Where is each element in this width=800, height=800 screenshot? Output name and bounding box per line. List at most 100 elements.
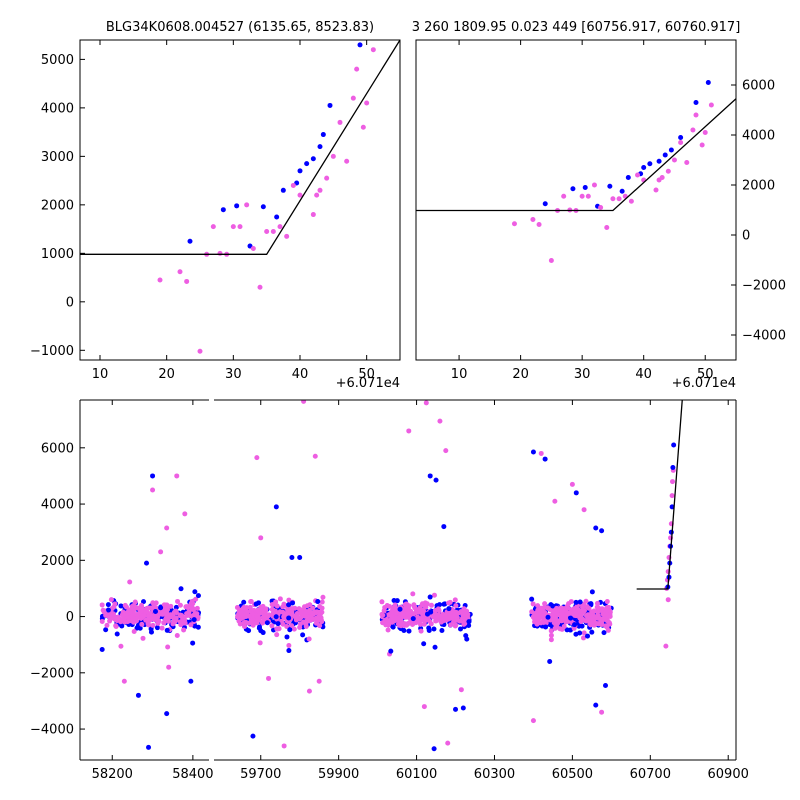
blue-point [241, 599, 247, 605]
pink-point [573, 612, 579, 618]
pink-point [277, 596, 283, 602]
blue-point [529, 596, 535, 602]
blue-point [397, 606, 403, 612]
zoom-left-ytick-label: 3000 [41, 150, 74, 165]
pink-point [297, 192, 303, 198]
pink-point [535, 607, 541, 613]
pink-point [236, 618, 242, 624]
pink-point [669, 493, 675, 499]
pink-point [445, 740, 451, 746]
blue-point [428, 609, 434, 615]
pink-point [237, 224, 243, 230]
pink-point [121, 678, 127, 684]
pink-point [559, 605, 565, 611]
pink-point [316, 678, 322, 684]
pink-point [118, 643, 124, 649]
zoom-left-ytick-label: 1000 [41, 247, 74, 262]
pink-point [538, 450, 544, 456]
pink-point [175, 598, 181, 604]
blue-point [256, 625, 262, 631]
pink-point [635, 172, 641, 178]
pink-point [197, 348, 203, 354]
pink-point [165, 618, 171, 624]
blue-point [547, 659, 553, 665]
bottom-seg1-xtick-label: 60500 [552, 767, 593, 782]
blue-point [641, 165, 647, 170]
blue-point [607, 183, 613, 189]
pink-point [702, 130, 708, 135]
pink-point [174, 633, 180, 639]
pink-point [604, 605, 610, 611]
pink-point [699, 142, 705, 148]
pink-point [601, 611, 607, 617]
blue-point [603, 682, 608, 688]
pink-point [380, 612, 386, 618]
pink-point [284, 624, 290, 630]
zoom-right-ytick-label: 4000 [742, 129, 775, 144]
blue-point [304, 161, 310, 167]
pink-point [168, 603, 174, 609]
pink-point [108, 597, 114, 603]
pink-point [364, 100, 370, 106]
zoom-left-xtick-label: 20 [158, 367, 175, 382]
pink-point [284, 607, 290, 613]
blue-point [144, 560, 150, 566]
pink-point [158, 549, 164, 555]
blue-point [164, 627, 170, 633]
pink-point [581, 507, 587, 513]
pink-point [130, 607, 136, 613]
pink-point [354, 66, 360, 72]
pink-point [461, 620, 467, 626]
blue-point [625, 175, 631, 180]
bottom-seg1-xtick-label: 60100 [396, 767, 437, 782]
pink-point [145, 605, 151, 611]
blue-point [432, 644, 438, 650]
blue-point [543, 624, 549, 630]
pink-point [548, 628, 554, 634]
pink-point [120, 612, 126, 618]
zoom-right-xtick-label: 50 [697, 367, 714, 382]
blue-point [234, 203, 240, 209]
pink-point [274, 626, 280, 632]
pink-point [535, 603, 541, 609]
zoom-left-ytick-label: −1000 [30, 344, 74, 359]
blue-point [173, 604, 179, 610]
pink-point [302, 620, 308, 626]
pink-point [127, 579, 133, 585]
zoom-right-frame [415, 39, 737, 361]
pink-point [291, 626, 297, 632]
pink-point [344, 158, 350, 164]
pink-point [330, 153, 336, 159]
blue-point [647, 161, 653, 167]
blue-point [542, 456, 548, 462]
blue-point [289, 555, 295, 560]
pink-point [406, 428, 412, 434]
pink-point [530, 718, 536, 724]
pink-point [663, 643, 669, 649]
pink-point [250, 611, 256, 617]
pink-point [562, 614, 568, 620]
blue-point [105, 602, 111, 608]
blue-point [192, 623, 198, 629]
pink-point [140, 635, 146, 641]
pink-point [255, 607, 261, 613]
pink-point [561, 193, 567, 199]
pink-point [310, 212, 316, 218]
pink-point [401, 622, 407, 628]
pink-point [174, 473, 180, 479]
pink-point [584, 604, 590, 610]
pink-point [108, 613, 114, 619]
blue-point [668, 147, 674, 153]
blue-point [280, 187, 286, 193]
pink-point [580, 604, 586, 610]
blue-point [99, 647, 105, 653]
pink-point [257, 640, 263, 646]
pink-point [217, 250, 223, 256]
pink-point [412, 605, 418, 611]
blue-point [427, 594, 433, 600]
pink-point [586, 615, 592, 621]
pink-point [166, 614, 172, 620]
pink-point [181, 627, 187, 633]
blue-point [573, 599, 579, 605]
blue-point [542, 201, 548, 207]
